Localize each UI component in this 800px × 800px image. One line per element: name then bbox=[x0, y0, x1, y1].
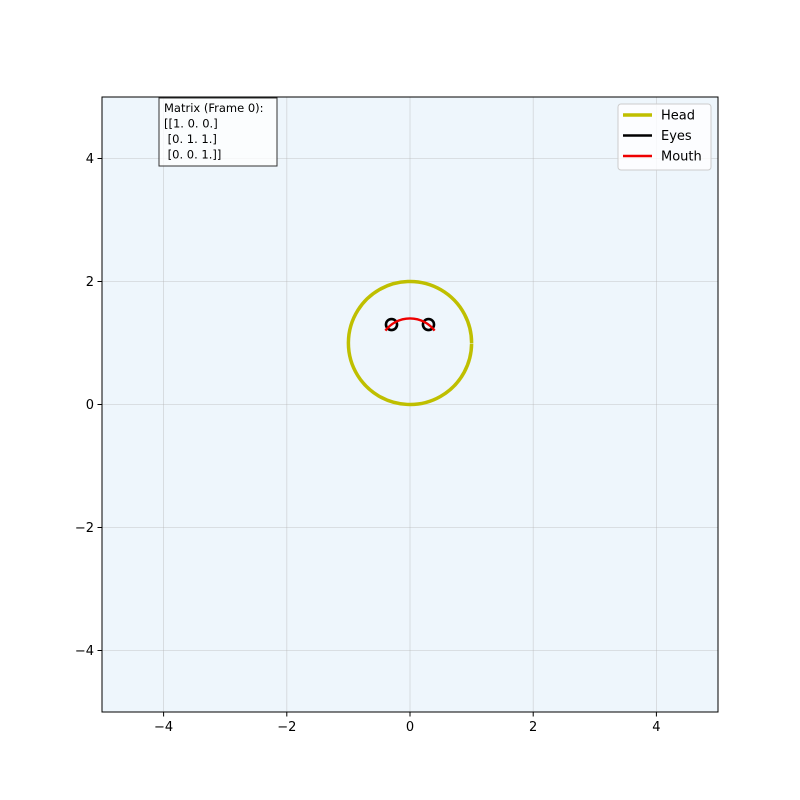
y-tick-label: 2 bbox=[86, 275, 94, 290]
eye-marker bbox=[421, 317, 436, 332]
x-tick-label: 4 bbox=[652, 720, 660, 735]
legend-label-head: Head bbox=[661, 109, 695, 124]
legend-label-mouth: Mouth bbox=[661, 150, 702, 165]
x-tick-label: 0 bbox=[406, 720, 414, 735]
matrix-annotation-line: [0. 0. 1.]] bbox=[164, 148, 221, 162]
x-tick-label: 2 bbox=[529, 720, 537, 735]
head-series-line bbox=[346, 279, 474, 407]
plot-series bbox=[346, 279, 474, 407]
matrix-annotation-line: Matrix (Frame 0): bbox=[164, 101, 264, 115]
mouth-series-line bbox=[384, 317, 436, 332]
y-tick-label: −4 bbox=[75, 644, 94, 659]
legend: Head Eyes Mouth bbox=[617, 103, 712, 171]
y-tick-label: −2 bbox=[75, 521, 94, 536]
x-tick-label: −4 bbox=[154, 720, 173, 735]
matrix-annotation-box bbox=[158, 97, 278, 167]
matrix-annotation-line: [0. 1. 1.] bbox=[164, 132, 217, 146]
legend-box bbox=[617, 103, 712, 171]
y-tick-label: 4 bbox=[86, 152, 94, 167]
eye-marker bbox=[384, 317, 399, 332]
axis-ticks: −4 −2 0 2 4 −4 −2 0 2 4 bbox=[75, 152, 661, 735]
legend-label-eyes: Eyes bbox=[661, 129, 692, 144]
matrix-annotation-line: [[1. 0. 0.] bbox=[164, 117, 218, 131]
matrix-annotation: Matrix (Frame 0):[[1. 0. 0.] [0. 1. 1.] … bbox=[158, 97, 278, 167]
x-tick-label: −2 bbox=[277, 720, 296, 735]
y-tick-label: 0 bbox=[86, 398, 94, 413]
